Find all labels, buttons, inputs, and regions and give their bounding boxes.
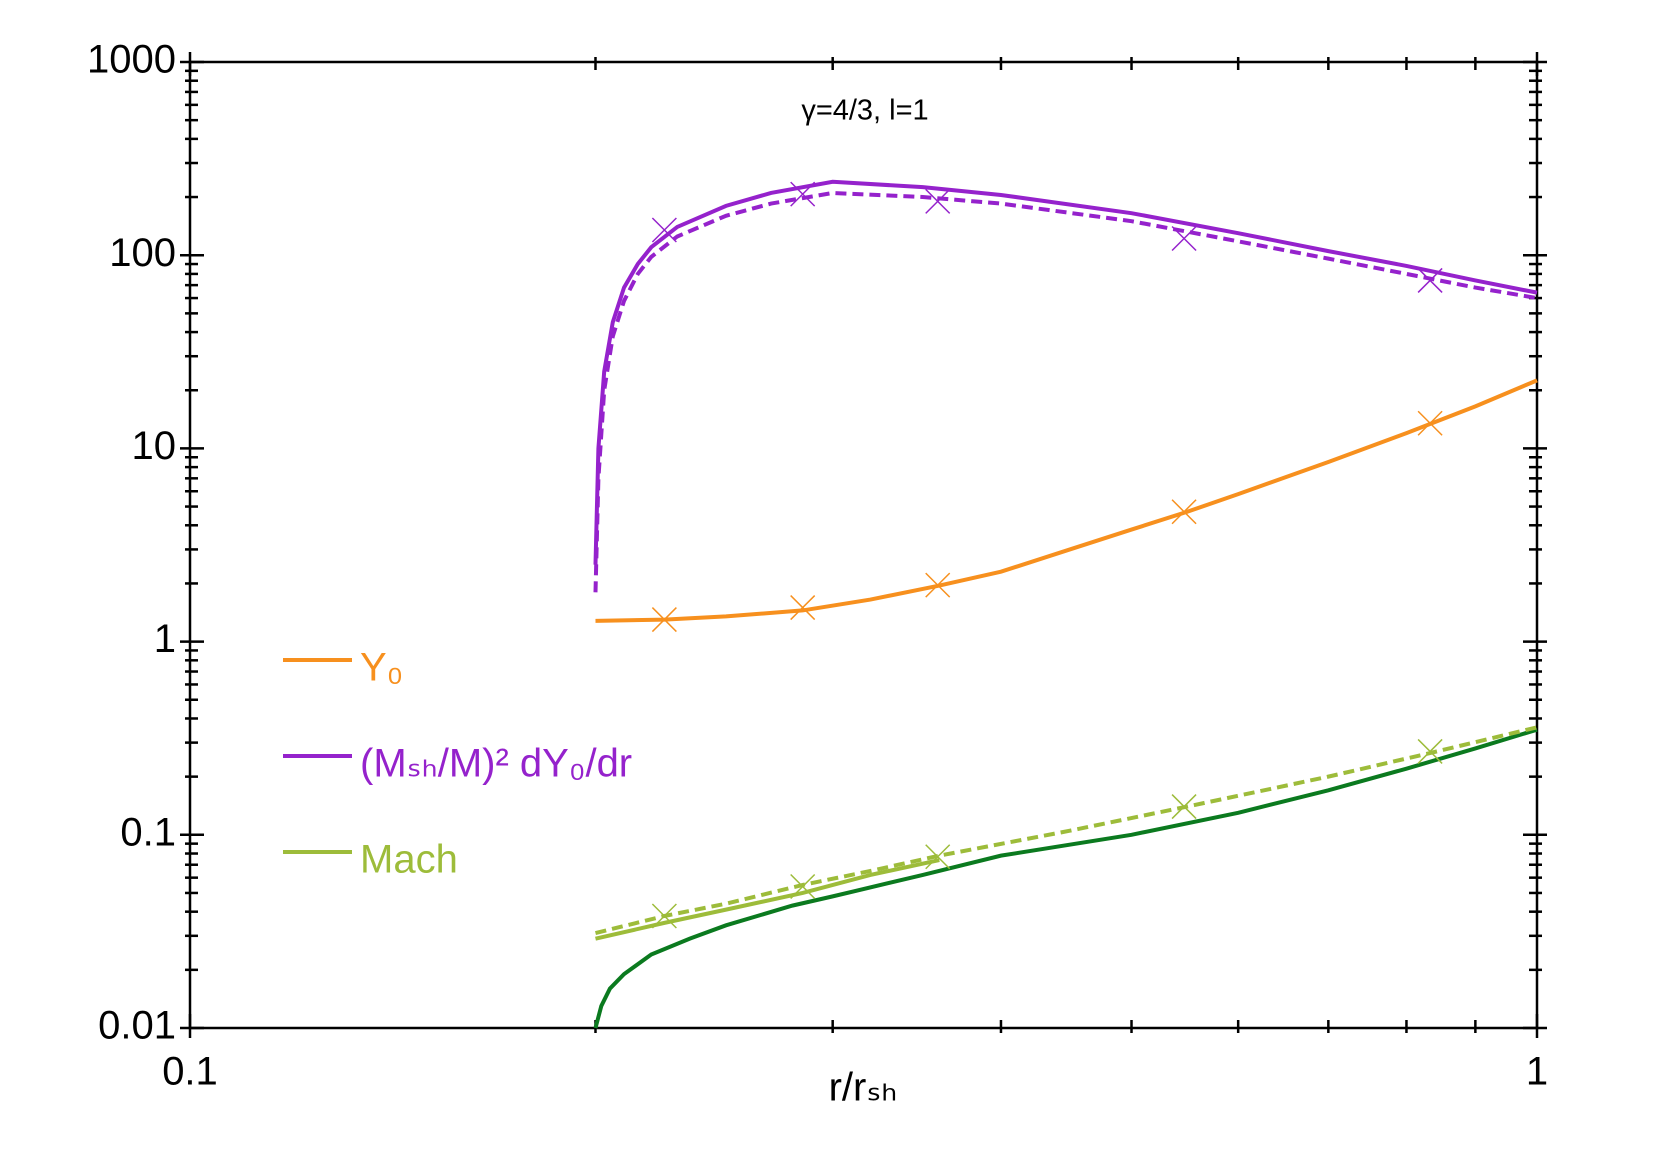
y-tick-label: 1 [154,617,176,661]
legend-label: Mach [360,838,458,882]
marker [1171,499,1197,525]
marker [925,572,951,598]
series-line [595,378,1538,623]
y-tick-label: 100 [109,231,176,275]
y-tick-label: 0.01 [98,1004,176,1048]
series-line [593,727,1538,1029]
marker [925,844,951,870]
series-line [593,190,1538,593]
marker [790,595,816,621]
marker [651,903,677,929]
marker [1417,738,1443,764]
marker [925,188,951,214]
chart-title: γ=4/3, l=1 [801,95,928,127]
marker [651,607,677,633]
marker [1417,410,1443,436]
series-line [595,725,1538,936]
marker [1171,225,1197,252]
marker [1171,794,1197,820]
y-tick-label: 10 [132,424,177,468]
marker [790,181,816,207]
legend-label: (Mₛₕ/M)² dY₀/dr [360,742,632,786]
series-line [593,179,1538,565]
y-tick-label: 1000 [87,38,176,82]
x-tick-label: 0.1 [162,1050,218,1094]
y-tick-label: 0.1 [120,810,176,854]
x-tick-label: 1 [1526,1050,1548,1094]
marker [1417,267,1443,293]
marker [651,217,677,243]
plot-frame [188,60,1539,1030]
series-line [595,858,940,941]
marker [790,873,816,900]
x-axis-label: r/rₛₕ [829,1066,898,1110]
legend-label: Y₀ [360,646,403,690]
